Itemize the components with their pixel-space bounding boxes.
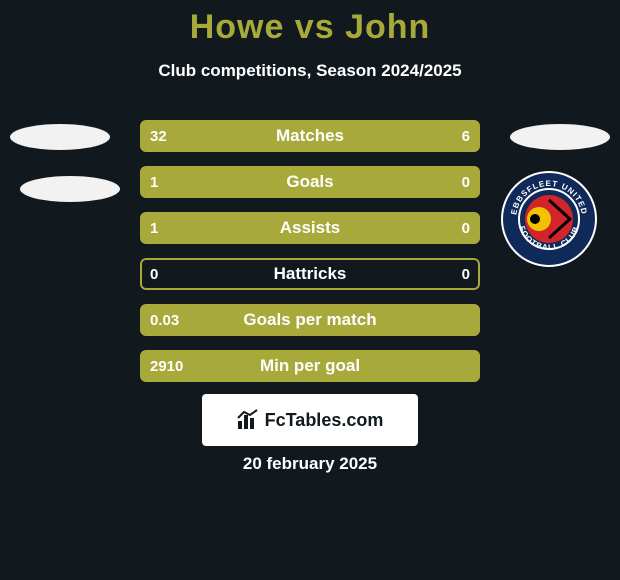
stat-row: 2910Min per goal bbox=[140, 350, 480, 382]
player-right-ellipse-1 bbox=[510, 124, 610, 150]
fctables-label: FcTables.com bbox=[265, 410, 384, 431]
fctables-badge: FcTables.com bbox=[202, 394, 418, 446]
club-badge-svg: EBBSFLEET UNITED FOOTBALL CLUB bbox=[500, 170, 598, 268]
stat-row: 00Hattricks bbox=[140, 258, 480, 290]
player-left-ellipse-1 bbox=[10, 124, 110, 150]
club-badge: EBBSFLEET UNITED FOOTBALL CLUB bbox=[500, 170, 598, 273]
page-title: Howe vs John bbox=[0, 0, 620, 47]
player-left-ellipse-2 bbox=[20, 176, 120, 202]
page-subtitle: Club competitions, Season 2024/2025 bbox=[0, 61, 620, 81]
stat-row: 10Goals bbox=[140, 166, 480, 198]
date-label: 20 february 2025 bbox=[0, 454, 620, 474]
stat-row: 326Matches bbox=[140, 120, 480, 152]
stat-row: 0.03Goals per match bbox=[140, 304, 480, 336]
stat-row: 10Assists bbox=[140, 212, 480, 244]
chart-bars-icon bbox=[237, 409, 259, 431]
stats-area: 326Matches 10Goals 10Assists 00Hattricks 0.0… bbox=[140, 120, 480, 396]
comparison-canvas: Howe vs John Club competitions, Season 2… bbox=[0, 0, 620, 580]
